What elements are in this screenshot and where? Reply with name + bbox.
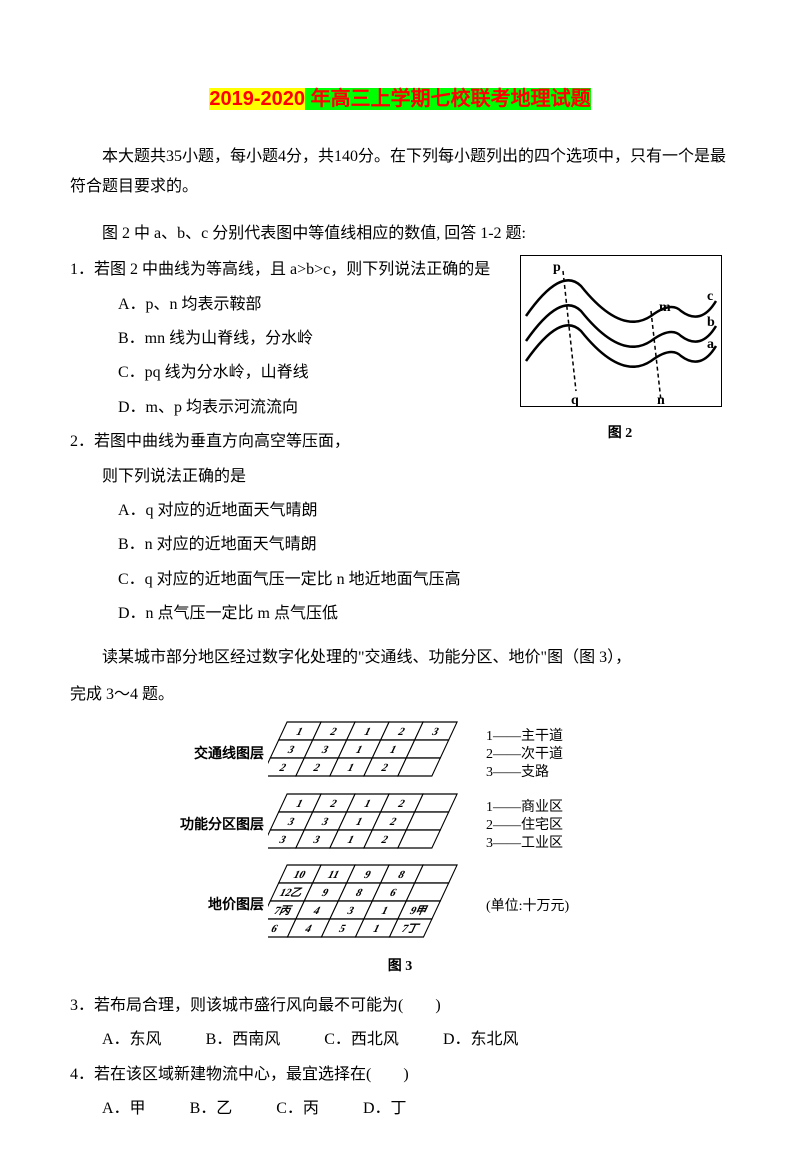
layer-grid: 10119812乙9867丙4319甲64517丁 [268,863,478,950]
page-title: 2019-2020 年高三上学期七校联考地理试题 [70,80,730,118]
layer-legend: (单位:十万元) [486,898,626,916]
svg-text:q: q [571,393,579,407]
layer-label: 地价图层 [174,893,264,920]
svg-text:b: b [707,315,715,330]
q2-opt-b: B．n 对应的近地面天气晴朗 [118,530,730,560]
figure-3-layer: 交通线图层12123331122121——主干道2——次干道3——支路 [70,720,730,789]
q2-opt-c: C．q 对应的近地面气压一定比 n 地近地面气压高 [118,565,730,595]
q3-stem: 3．若布局合理，则该城市盛行风向最不可能为( ) [70,991,730,1021]
q3-opt-d: D．东北风 [443,1025,519,1055]
layer-grid: 1212333112212 [268,720,478,789]
title-year: 2019-2020 [209,88,305,110]
figure-3-layer: 功能分区图层1212331233121——商业区2——住宅区3——工业区 [70,792,730,861]
layer-grid: 121233123312 [268,792,478,861]
figure-3-caption: 图 3 [70,954,730,981]
q4-stem: 4．若在该区域新建物流中心，最宜选择在( ) [70,1060,730,1090]
intro-text: 本大题共35小题，每小题4分，共140分。在下列每小题列出的四个选项中，只有一个… [70,142,730,203]
q3-opt-a: A．东风 [102,1025,162,1055]
section-2-intro: 读某城市部分地区经过数字化处理的"交通线、功能分区、地价"图（图 3）， [70,643,730,673]
figure-3-layer: 地价图层10119812乙9867丙4319甲64517丁 (单位:十万元) [70,863,730,950]
q4-opt-c: C．丙 [276,1094,319,1124]
question-3: 3．若布局合理，则该城市盛行风向最不可能为( ) A．东风 B．西南风 C．西北… [70,991,730,1056]
section-2-range: 完成 3～4 题。 [70,680,730,710]
question-2: 2．若图中曲线为垂直方向高空等压面， 则下列说法正确的是 A．q 对应的近地面天… [70,427,730,629]
svg-text:n: n [657,393,665,407]
svg-text:m: m [659,300,671,315]
q4-opt-a: A．甲 [102,1094,146,1124]
svg-text:c: c [707,289,713,304]
q4-opt-d: D．丁 [363,1094,407,1124]
figure-2-svg: p q m n c b a [520,255,722,407]
layer-legend: 1——主干道2——次干道3——支路 [486,728,626,783]
q3-options: A．东风 B．西南风 C．西北风 D．东北风 [70,1025,730,1055]
svg-text:p: p [553,260,561,275]
q2-opt-d: D．n 点气压一定比 m 点气压低 [118,599,730,629]
svg-text:a: a [707,337,714,352]
figure-2: p q m n c b a 图 2 [520,255,720,447]
q4-opt-b: B．乙 [190,1094,233,1124]
q2-stem2: 则下列说法正确的是 [70,462,730,492]
q4-options: A．甲 B．乙 C．丙 D．丁 [70,1094,730,1124]
question-4: 4．若在该区域新建物流中心，最宜选择在( ) A．甲 B．乙 C．丙 D．丁 [70,1060,730,1125]
q2-options: A．q 对应的近地面天气晴朗 B．n 对应的近地面天气晴朗 C．q 对应的近地面… [70,496,730,630]
q1-q2-block: 1．若图 2 中曲线为等高线，且 a>b>c，则下列说法正确的是 A．p、n 均… [70,255,730,629]
figure-2-caption: 图 2 [520,421,720,448]
q2-opt-a: A．q 对应的近地面天气晴朗 [118,496,730,526]
layer-label: 交通线图层 [174,742,264,769]
layer-label: 功能分区图层 [174,813,264,840]
figure-3: 交通线图层12123331122121——主干道2——次干道3——支路功能分区图… [70,720,730,981]
title-rest: 年高三上学期七校联考地理试题 [305,88,591,110]
instruction-1: 图 2 中 a、b、c 分别代表图中等值线相应的数值, 回答 1-2 题: [70,219,730,249]
q3-opt-b: B．西南风 [206,1025,281,1055]
q3-opt-c: C．西北风 [324,1025,399,1055]
layer-legend: 1——商业区2——住宅区3——工业区 [486,799,626,854]
